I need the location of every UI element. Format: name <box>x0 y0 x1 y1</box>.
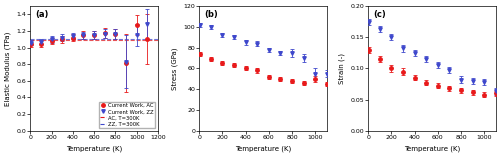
Y-axis label: Stress (GPa): Stress (GPa) <box>172 47 178 90</box>
X-axis label: Temperature (K): Temperature (K) <box>404 145 460 152</box>
X-axis label: Temperature (K): Temperature (K) <box>66 145 122 152</box>
Y-axis label: Elastic Modulus (TPa): Elastic Modulus (TPa) <box>4 31 10 106</box>
Legend: Current Work, AC, Current Work, ZZ, AC, T=300K, ZZ, T=300K: Current Work, AC, Current Work, ZZ, AC, … <box>98 102 156 128</box>
Text: (b): (b) <box>204 10 218 19</box>
X-axis label: Temperature (K): Temperature (K) <box>235 145 291 152</box>
Text: (a): (a) <box>36 10 49 19</box>
Text: (c): (c) <box>374 10 386 19</box>
Y-axis label: Strain (-): Strain (-) <box>338 53 344 84</box>
